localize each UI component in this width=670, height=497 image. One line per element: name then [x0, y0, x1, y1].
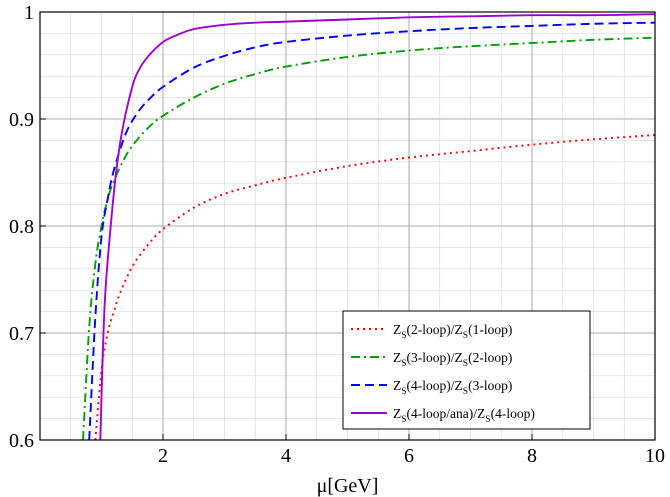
x-tick-label: 2: [158, 445, 168, 467]
legend-label-1: ZS(2-loop)/ZS(1-loop): [393, 322, 512, 341]
x-tick-label: 8: [527, 445, 537, 467]
legend: ZS(2-loop)/ZS(1-loop) ZS(3-loop)/ZS(2-loo…: [342, 310, 591, 430]
series-line-4: [99, 13, 655, 440]
series-line-1: [94, 134, 655, 440]
y-tick-label: 0.8: [9, 216, 34, 238]
x-tick-label: 4: [281, 445, 291, 467]
y-tick-label: 0.7: [9, 323, 34, 345]
axis-ticks: 2 4 6 8 10 0.6 0.7 0.8 0.9 1: [9, 2, 665, 467]
legend-label-4: ZS(4-loop/ana)/ZS(4-loop): [393, 406, 535, 425]
x-tick-label: 6: [404, 445, 414, 467]
legend-label-3: ZS(4-loop)/ZS(3-loop): [393, 378, 512, 397]
y-tick-label: 0.6: [9, 430, 34, 452]
x-axis-title: μ[GeV]: [317, 475, 379, 497]
plot-series: [82, 13, 655, 440]
series-line-3: [88, 21, 655, 440]
series-line-2: [82, 36, 655, 440]
x-tick-label: 10: [645, 445, 665, 467]
y-tick-label: 1: [24, 2, 34, 24]
legend-box: [342, 310, 591, 430]
legend-label-2: ZS(3-loop)/ZS(2-loop): [393, 350, 512, 369]
y-tick-label: 0.9: [9, 109, 34, 131]
